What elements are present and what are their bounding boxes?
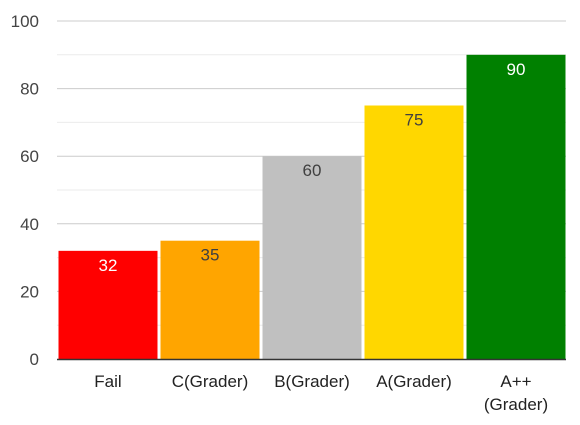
x-tick-label: A++ xyxy=(500,372,531,391)
y-tick-label: 0 xyxy=(30,350,39,369)
bar-value-label: 90 xyxy=(507,60,526,79)
bar-value-label: 35 xyxy=(201,246,220,265)
y-tick-label: 60 xyxy=(20,147,39,166)
y-axis: 0 20 40 60 80 100 xyxy=(11,12,39,369)
x-axis: Fail C(Grader) B(Grader) A(Grader) A++ (Grade… xyxy=(57,358,566,414)
y-tick-label: 100 xyxy=(11,12,39,31)
x-tick-label: A(Grader) xyxy=(376,372,452,391)
bar xyxy=(58,250,158,359)
bar-value-label: 32 xyxy=(99,256,118,275)
bar xyxy=(466,54,566,360)
y-tick-label: 80 xyxy=(20,80,39,99)
bar xyxy=(160,240,260,359)
bar-value-label: 75 xyxy=(405,111,424,130)
y-tick-label: 40 xyxy=(20,215,39,234)
x-tick-label: B(Grader) xyxy=(274,372,350,391)
bar xyxy=(364,105,464,359)
x-tick-label: (Grader) xyxy=(484,395,548,414)
bar xyxy=(262,156,362,359)
x-tick-label: Fail xyxy=(94,372,121,391)
bar-value-label: 60 xyxy=(303,161,322,180)
x-tick-label: C(Grader) xyxy=(172,372,249,391)
y-tick-label: 20 xyxy=(20,282,39,301)
bars: 32 35 60 75 90 xyxy=(58,54,566,360)
